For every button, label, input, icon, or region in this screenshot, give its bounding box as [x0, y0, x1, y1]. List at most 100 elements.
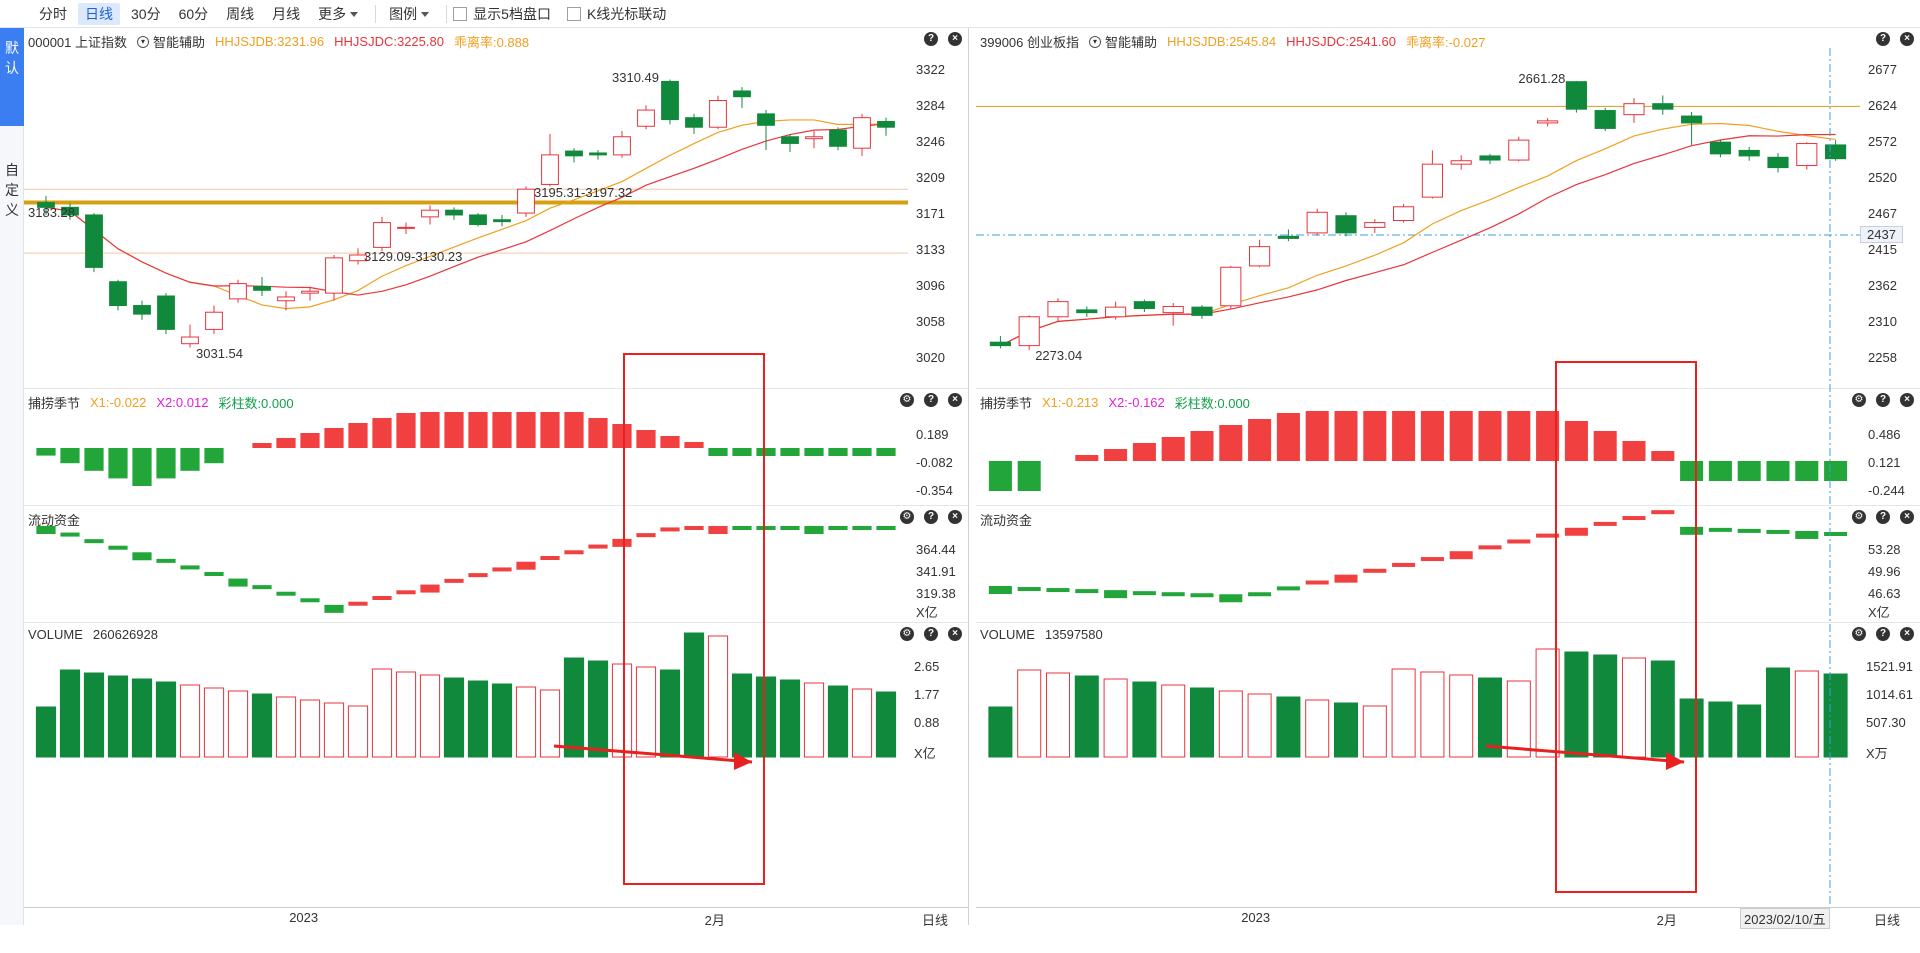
help-icon[interactable]: ? — [1876, 627, 1890, 641]
indicator-panel-liquidity[interactable]: 流动资金 ⚙? × 364.44 341.91 319.38 X亿 — [24, 505, 968, 622]
cursor-link-checkbox[interactable]: K线光标联动 — [566, 4, 666, 24]
histogram-bar — [1651, 451, 1675, 461]
indicator-name: 捕捞季节 — [28, 396, 81, 411]
smart-assist-toggle[interactable]: ▾ 智能辅助 — [137, 32, 205, 51]
volume-legend: VOLUME 13597580 — [980, 627, 1113, 642]
period-button-2[interactable]: 30分 — [131, 5, 161, 22]
gear-icon[interactable]: ⚙ — [900, 393, 914, 407]
volume-name: VOLUME — [980, 627, 1035, 642]
period-button-4[interactable]: 周线 — [226, 5, 255, 22]
histogram-bar — [1766, 461, 1790, 481]
gear-icon[interactable]: ⚙ — [1852, 393, 1866, 407]
chevron-down-icon: ▾ — [137, 35, 149, 48]
buylaw-histogram — [36, 412, 896, 486]
close-icon[interactable]: × — [1900, 510, 1914, 524]
volume-tick: 507.30 — [1866, 715, 1906, 730]
liquidity-bar — [492, 567, 512, 572]
show-5-level-checkbox[interactable]: 显示5档盘口 — [453, 4, 551, 24]
indicator-panel-buylaw[interactable]: 捕捞季节 X1:-0.022 X2:0.012 彩柱数:0.000 ⚙? × 0.189 -0… — [24, 388, 968, 505]
histogram-bar — [348, 423, 368, 448]
period-label[interactable]: 日线 — [922, 913, 949, 928]
indicator-panel-buylaw[interactable]: 捕捞季节 X1:-0.213 X2:-0.162 彩柱数:0.000 ⚙? × 0.486 0… — [976, 388, 1920, 505]
smart-assist-toggle[interactable]: ▾ 智能辅助 — [1089, 32, 1157, 51]
candle — [1652, 95, 1674, 115]
legend-dropdown[interactable]: 图例 — [382, 3, 436, 25]
period-button-0[interactable]: 分时 — [39, 5, 67, 22]
histogram-bar — [780, 448, 800, 456]
close-icon[interactable]: × — [1900, 393, 1914, 407]
volume-bar — [1477, 677, 1503, 758]
histogram-bar — [636, 430, 656, 448]
help-icon[interactable]: ? — [924, 627, 938, 641]
histogram-bar — [588, 418, 608, 448]
volume-bar — [1305, 699, 1330, 758]
close-icon[interactable]: × — [948, 627, 962, 641]
volume-bar — [515, 686, 537, 758]
price-tick: 2677 — [1868, 62, 1897, 77]
volume-bar — [1564, 651, 1589, 758]
volume-unit: X万 — [1866, 746, 1888, 761]
histogram-bar — [708, 448, 728, 456]
gear-icon[interactable]: ⚙ — [900, 510, 914, 524]
candle — [493, 214, 511, 227]
volume-bar — [779, 679, 801, 758]
candle — [1018, 315, 1040, 350]
tab-default[interactable]: 默认 — [0, 28, 24, 126]
price-tick: 2467 — [1868, 206, 1897, 221]
indicator-panel-liquidity[interactable]: 流动资金 ⚙? × 53.28 49.96 46.63 X亿 — [976, 505, 1920, 622]
tab-custom[interactable]: 自定义 — [0, 154, 24, 226]
legend-label: 图例 — [389, 5, 418, 22]
candle — [373, 216, 391, 252]
liquidity-bar — [732, 526, 752, 530]
histogram-bar — [1824, 461, 1848, 481]
period-label[interactable]: 日线 — [1874, 913, 1901, 928]
help-icon[interactable]: ? — [1876, 510, 1890, 524]
volume-bar — [1708, 701, 1733, 758]
close-icon[interactable]: × — [1900, 32, 1914, 46]
price-tick: 2362 — [1868, 278, 1897, 293]
volume-bar — [851, 688, 873, 758]
help-icon[interactable]: ? — [1876, 393, 1890, 407]
histogram-bar — [1564, 421, 1588, 461]
volume-bar — [1333, 702, 1359, 758]
candle — [325, 255, 343, 301]
gear-icon[interactable]: ⚙ — [900, 627, 914, 641]
price-tick: 2520 — [1868, 170, 1897, 185]
liquidity-bar — [1046, 588, 1070, 593]
volume-panel[interactable]: VOLUME 260626928 ⚙? × 2.65 1.77 0.88 X亿 — [24, 622, 968, 907]
histogram-bar — [324, 428, 344, 448]
histogram-bar — [444, 412, 464, 448]
deviation-rate: 乖离率:-0.027 — [1405, 35, 1486, 50]
close-icon[interactable]: × — [948, 32, 962, 46]
help-icon[interactable]: ? — [924, 393, 938, 407]
volume-bar — [155, 681, 177, 758]
indicator-tick: 0.121 — [1868, 455, 1901, 470]
period-button-3[interactable]: 60分 — [178, 5, 209, 22]
volume-bar — [35, 706, 57, 758]
close-icon[interactable]: × — [948, 393, 962, 407]
liquidity-tick: 49.96 — [1868, 564, 1901, 579]
gear-icon[interactable]: ⚙ — [1852, 510, 1866, 524]
candle — [157, 293, 175, 335]
close-icon[interactable]: × — [1900, 627, 1914, 641]
liquidity-unit: X亿 — [916, 605, 938, 620]
volume-bar — [1506, 680, 1531, 758]
period-button-5[interactable]: 月线 — [272, 5, 301, 22]
more-dropdown[interactable]: 更多 — [311, 3, 365, 25]
candle — [421, 205, 439, 225]
volume-bar — [1449, 674, 1474, 758]
close-icon[interactable]: × — [948, 510, 962, 524]
period-button-1[interactable]: 日线 — [78, 2, 120, 25]
price-panel[interactable]: 000001 上证指数 ▾ 智能辅助 HHJSJDB:3231.96 HHJSJDC:3… — [24, 28, 968, 388]
help-icon[interactable]: ? — [924, 32, 938, 46]
candle — [1162, 303, 1184, 326]
help-icon[interactable]: ? — [924, 510, 938, 524]
help-icon[interactable]: ? — [1876, 32, 1890, 46]
gear-icon[interactable]: ⚙ — [1852, 627, 1866, 641]
price-panel[interactable]: 399006 创业板指 ▾ 智能辅助 HHJSJDB:2545.84 HHJSJDC:2… — [976, 28, 1920, 388]
histogram-bar — [300, 433, 320, 448]
volume-panel[interactable]: VOLUME 13597580 ⚙? × 1521.91 1014.61 507.30 X万 — [976, 622, 1920, 907]
histogram-bar — [828, 448, 848, 456]
volume-value: 260626928 — [92, 627, 158, 642]
volume-bar — [1017, 669, 1042, 758]
